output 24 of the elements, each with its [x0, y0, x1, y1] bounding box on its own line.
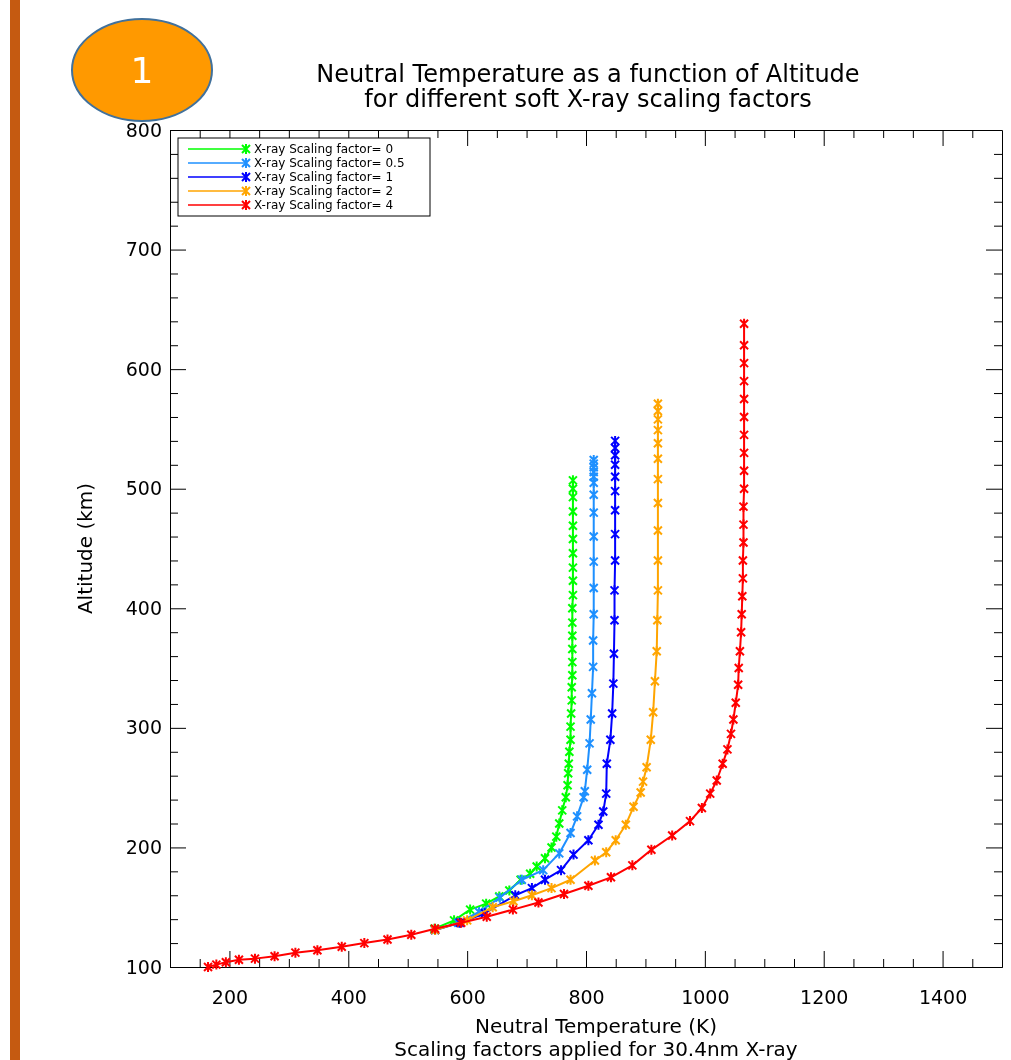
legend-label: X-ray Scaling factor= 0.5: [254, 156, 405, 170]
x-tick-label: 800: [568, 986, 605, 1009]
chart-title: Neutral Temperature as a function of Altitude: [316, 60, 860, 88]
legend-label: X-ray Scaling factor= 0: [254, 142, 394, 156]
x-tick-label: 1000: [681, 986, 730, 1009]
y-tick-label: 400: [125, 596, 162, 619]
legend-label: X-ray Scaling factor= 2: [254, 184, 394, 198]
y-tick-label: 700: [125, 238, 162, 261]
x-axis-title: Neutral Temperature (K): [475, 1014, 717, 1038]
x-tick-label: 1400: [918, 986, 968, 1009]
x-tick-label: 600: [449, 986, 486, 1009]
y-axis-title: Altitude (km): [73, 482, 97, 615]
legend-label: X-ray Scaling factor= 4: [254, 198, 394, 212]
numbered-badge: 1: [71, 18, 213, 122]
y-tick-label: 200: [125, 836, 162, 859]
x-tick-label: 1200: [800, 986, 849, 1009]
x-tick-label: 400: [330, 986, 367, 1009]
y-tick-label: 100: [125, 955, 162, 978]
legend-label: X-ray Scaling factor= 1: [254, 170, 394, 184]
y-tick-label: 300: [125, 716, 162, 739]
y-tick-label: 600: [125, 357, 162, 380]
x-tick-label: 200: [211, 986, 249, 1009]
y-tick-label: 500: [125, 477, 162, 500]
text: Scaling factors applied for 30.4nm X-ray: [394, 1037, 798, 1060]
